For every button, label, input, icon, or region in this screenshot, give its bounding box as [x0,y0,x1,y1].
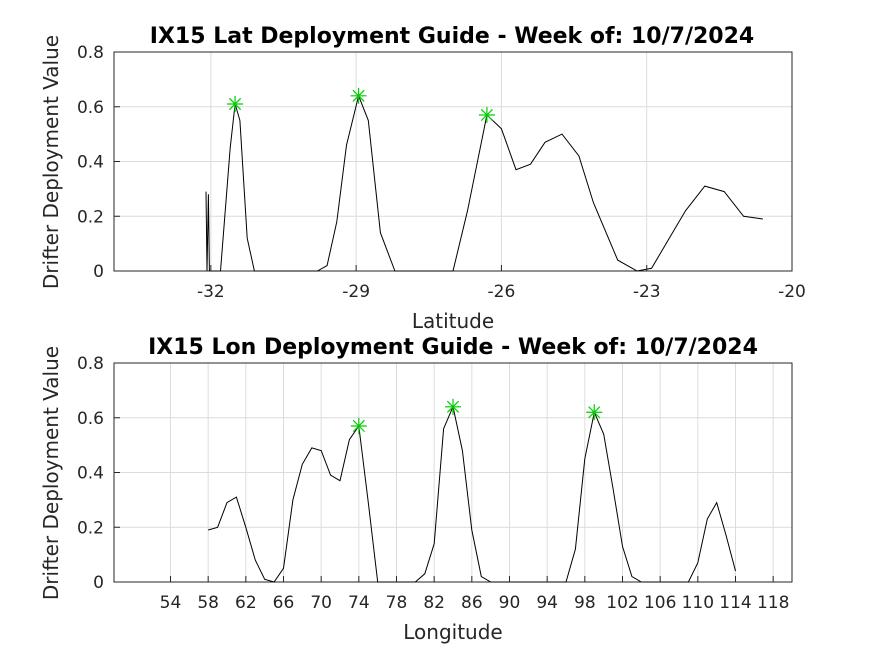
lon-peak-marker [586,404,603,421]
lat-peak-marker [350,87,367,104]
lat-x-axis-label: Latitude [412,309,494,333]
lon-x-tick-label: 82 [423,593,445,613]
lon-x-tick-label: 90 [499,593,521,613]
lon-series [208,405,736,583]
lon-chart: IX15 Lon Deployment Guide - Week of: 10/… [39,335,793,644]
lon-x-tick-label: 78 [386,593,408,613]
lon-y-axis-label: Drifter Deployment Value [39,346,63,600]
lon-y-tick-label: 0.8 [77,354,104,374]
lon-y-tick-label: 0 [93,573,104,593]
lat-series-line [205,94,763,272]
lat-peak-marker [227,96,244,113]
lon-series-line [208,405,736,583]
lon-peak-marker [350,417,367,434]
lon-x-tick-label: 94 [536,593,558,613]
lon-x-tick-label: 114 [719,593,751,613]
lat-y-tick-label: 0 [93,262,104,282]
lon-x-tick-label: 98 [574,593,596,613]
lon-y-tick-label: 0.4 [77,464,104,484]
lon-y-tick-label: 0.6 [77,409,104,429]
lat-x-tick-label: -26 [488,282,516,302]
lon-x-tick-label: 62 [235,593,257,613]
lon-x-tick-label: 102 [606,593,638,613]
lat-x-ticks: -32 -29 -26 -23 -20 [197,265,806,302]
lon-x-tick-label: 86 [461,593,483,613]
lon-chart-title: IX15 Lon Deployment Guide - Week of: 10/… [148,335,758,360]
lat-series [205,94,763,272]
lat-grid [114,51,793,272]
lon-x-tick-label: 66 [273,593,295,613]
lon-x-tick-label: 74 [348,593,370,613]
lat-chart: IX15 Lat Deployment Guide - Week of: 10/… [39,24,806,333]
lat-x-tick-label: -32 [197,282,225,302]
lon-x-tick-label: 110 [682,593,714,613]
lon-peak-marker [445,398,461,415]
lat-y-axis-label: Drifter Deployment Value [39,35,63,289]
lon-x-ticks: 54 58 62 66 70 74 78 82 86 90 94 98 102 106 110 114 118 [160,576,789,613]
lon-x-tick-label: 58 [197,593,219,613]
lon-y-ticks: 0 0.2 0.4 0.6 0.8 [77,354,120,593]
lat-y-ticks: 0 0.2 0.4 0.6 0.8 [77,43,120,282]
lat-x-tick-label: -29 [342,282,370,302]
lat-y-tick-label: 0.4 [77,153,104,173]
lon-x-axis-label: Longitude [403,620,502,644]
lon-y-tick-label: 0.2 [77,518,104,538]
lat-x-tick-label: -23 [633,282,661,302]
lat-y-tick-label: 0.2 [77,207,104,227]
lon-markers [350,398,603,434]
lon-x-tick-label: 54 [160,593,182,613]
lon-x-tick-label: 118 [757,593,789,613]
lat-peak-marker [478,106,495,123]
lat-chart-title: IX15 Lat Deployment Guide - Week of: 10/… [150,24,754,49]
lat-y-tick-label: 0.8 [77,43,104,63]
lon-x-tick-label: 70 [310,593,332,613]
lon-grid [114,362,792,583]
lon-x-tick-label: 106 [644,593,676,613]
lat-y-tick-label: 0.6 [77,98,104,118]
lat-markers [227,87,495,123]
lat-x-tick-label: -20 [778,282,806,302]
